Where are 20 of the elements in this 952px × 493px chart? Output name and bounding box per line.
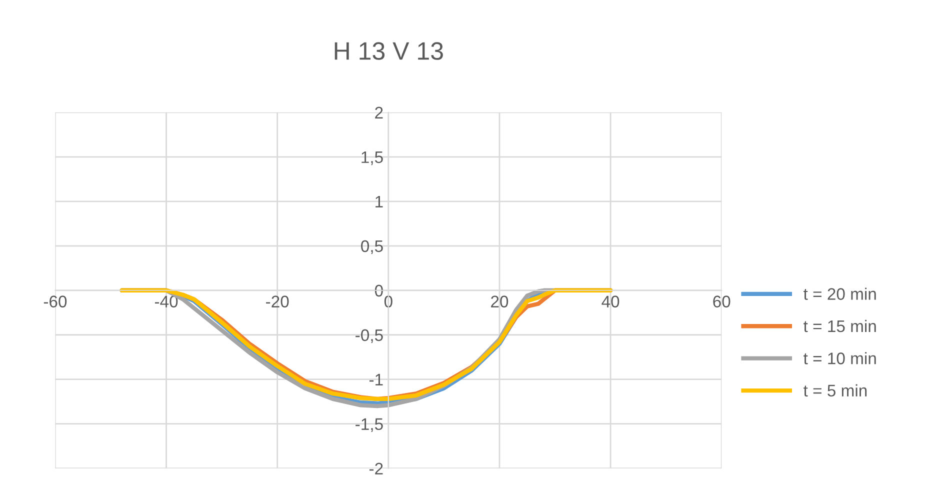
y-tick-label: -1	[369, 374, 383, 386]
x-tick-label: -60	[44, 296, 67, 308]
y-tick-label: -2	[369, 462, 383, 474]
y-tick-label: -1,5	[356, 418, 383, 432]
legend-label: t = 5 min	[804, 384, 867, 397]
y-tick-label: -0,5	[356, 329, 383, 344]
y-tick-label: 0	[374, 284, 383, 297]
y-tick-label: 0,5	[361, 240, 383, 254]
x-tick-label: 20	[491, 296, 508, 308]
x-tick-label: 40	[602, 296, 620, 308]
x-tick-label: 0	[384, 296, 392, 308]
legend-label: t = 10 min	[804, 352, 876, 364]
legend-label: t = 15 min	[804, 320, 876, 332]
x-tick-label: 60	[713, 296, 730, 308]
legend-label: t = 20 min	[804, 288, 876, 300]
y-tick-label: 2	[375, 106, 383, 118]
y-tick-label: 1,5	[362, 151, 383, 166]
x-tick-label: -20	[266, 296, 289, 308]
y-tick-label: 1	[376, 196, 383, 208]
chart-title: H 13 V 13	[334, 42, 443, 60]
